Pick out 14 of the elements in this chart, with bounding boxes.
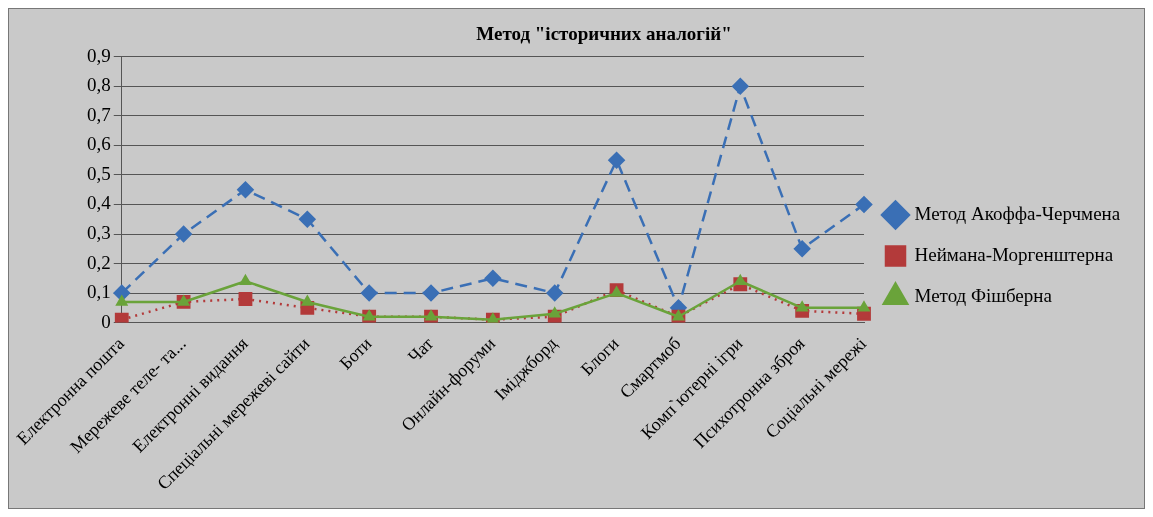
- chart-title: Метод "історичних аналогій": [476, 23, 732, 45]
- y-tick-label: 0,4: [87, 192, 112, 214]
- y-tick-label: 0,2: [87, 251, 111, 273]
- y-tick-label: 0,7: [87, 103, 111, 125]
- y-tick-label: 0,8: [87, 74, 111, 96]
- y-tick-label: 0,6: [87, 133, 111, 155]
- legend-label: Неймана-Моргенштерна: [914, 243, 1114, 265]
- y-tick-label: 0,5: [87, 162, 111, 184]
- y-tick-label: 0,9: [87, 44, 111, 66]
- y-tick-label: 0,3: [87, 222, 111, 243]
- legend-label: Метод Фішберна: [914, 284, 1053, 306]
- y-tick-label: 0,1: [87, 281, 111, 303]
- y-tick-label: 0: [101, 310, 111, 332]
- legend-label: Метод Акоффа-Черчмена: [914, 202, 1121, 224]
